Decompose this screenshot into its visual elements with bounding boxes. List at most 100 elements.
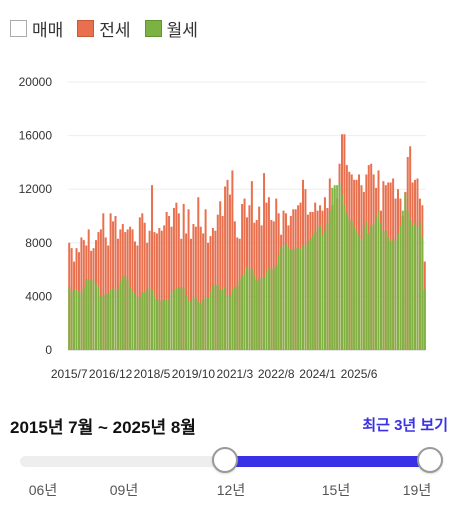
bar-jeonse <box>131 229 134 350</box>
bar-monthly-rent <box>401 210 404 350</box>
legend-swatch-monthly-rent <box>144 20 162 37</box>
bar-monthly-rent <box>355 230 358 350</box>
x-tick-label: 2015/7 <box>51 367 88 381</box>
legend-swatch-sale <box>10 20 27 37</box>
bar-monthly-rent <box>97 287 100 350</box>
bar-monthly-rent <box>311 236 314 350</box>
bar-monthly-rent <box>336 185 339 350</box>
bar-jeonse <box>250 181 253 350</box>
bar-monthly-rent <box>231 289 234 350</box>
bar-jeonse <box>263 173 266 350</box>
bar-monthly-rent <box>323 230 326 350</box>
bar-monthly-rent <box>396 233 399 350</box>
bar-monthly-rent <box>372 224 375 350</box>
bar-monthly-rent <box>207 297 210 350</box>
bar-monthly-rent <box>314 232 317 350</box>
bar-monthly-rent <box>416 226 419 350</box>
bar-monthly-rent <box>168 299 171 350</box>
bar-monthly-rent <box>375 217 378 350</box>
bar-monthly-rent <box>304 245 307 350</box>
slider-selected-range <box>225 456 430 467</box>
bar-monthly-rent <box>95 284 98 350</box>
bar-monthly-rent <box>148 288 151 350</box>
legend-item-monthly-rent[interactable]: 월세 <box>144 16 198 41</box>
y-axis-labels: 0 4000 8000 12000 16000 20000 <box>19 75 53 357</box>
x-tick-label: 2022/8 <box>258 367 295 381</box>
bar-monthly-rent <box>185 295 188 350</box>
bar-monthly-rent <box>114 289 117 350</box>
slider-handle-start[interactable] <box>212 447 238 473</box>
bar-monthly-rent <box>265 272 268 350</box>
bar-jeonse <box>141 213 144 350</box>
bar-monthly-rent <box>340 194 343 350</box>
bar-monthly-rent <box>214 285 217 350</box>
bar-jeonse <box>99 229 102 350</box>
bar-monthly-rent <box>287 246 290 350</box>
bar-monthly-rent <box>345 213 348 350</box>
legend-swatch-jeonse <box>77 20 95 37</box>
legend-label-sale: 매매 <box>32 21 64 40</box>
bar-jeonse <box>155 233 158 350</box>
legend-label-monthly-rent: 월세 <box>166 21 198 40</box>
bar-monthly-rent <box>302 245 305 350</box>
y-tick-label: 16000 <box>19 129 53 143</box>
slider-handle-end[interactable] <box>417 447 443 473</box>
date-range-slider[interactable] <box>20 447 443 473</box>
bar-monthly-rent <box>121 276 124 350</box>
bar-jeonse <box>143 222 146 350</box>
bar-jeonse <box>258 206 261 350</box>
bar-monthly-rent <box>136 296 139 350</box>
bar-jeonse <box>221 216 224 350</box>
bar-monthly-rent <box>158 300 161 350</box>
bar-jeonse <box>151 185 154 350</box>
bar-monthly-rent <box>238 278 241 350</box>
legend-item-sale[interactable]: 매매 <box>10 16 63 41</box>
series-monthly-rent <box>68 183 426 350</box>
bar-monthly-rent <box>277 254 280 350</box>
bar-monthly-rent <box>199 303 202 350</box>
bar-jeonse <box>202 233 205 350</box>
date-range-title: 2015년 7월 ~ 2025년 8월 <box>10 418 196 437</box>
bar-monthly-rent <box>131 291 134 350</box>
bar-monthly-rent <box>267 268 270 350</box>
bar-jeonse <box>194 226 197 350</box>
bar-monthly-rent <box>243 273 246 350</box>
bar-monthly-rent <box>306 241 309 350</box>
y-tick-label: 20000 <box>19 75 53 89</box>
bar-monthly-rent <box>180 287 183 350</box>
bar-monthly-rent <box>133 293 136 350</box>
slider-tick-label: 12년 <box>216 482 246 498</box>
bar-jeonse <box>160 230 163 350</box>
bar-monthly-rent <box>387 237 390 350</box>
bar-jeonse <box>219 201 222 350</box>
bar-jeonse <box>114 216 117 350</box>
bar-monthly-rent <box>394 240 397 350</box>
bar-monthly-rent <box>263 277 266 350</box>
bar-monthly-rent <box>272 268 275 350</box>
bar-monthly-rent <box>316 226 319 350</box>
bar-monthly-rent <box>129 287 132 350</box>
bar-monthly-rent <box>365 221 368 350</box>
bar-jeonse <box>187 209 190 350</box>
bar-monthly-rent <box>241 274 244 350</box>
legend-item-jeonse[interactable]: 전세 <box>77 16 131 41</box>
bar-monthly-rent <box>219 289 222 350</box>
bar-monthly-rent <box>226 295 229 350</box>
bar-jeonse <box>170 226 173 350</box>
bar-monthly-rent <box>160 300 163 350</box>
bar-monthly-rent <box>102 295 105 350</box>
x-tick-label: 2019/10 <box>172 367 216 381</box>
bar-jeonse <box>177 213 180 350</box>
bar-jeonse <box>199 226 202 350</box>
bar-jeonse <box>109 213 112 350</box>
bar-jeonse <box>172 207 175 350</box>
bar-monthly-rent <box>116 289 119 350</box>
bar-monthly-rent <box>246 266 248 350</box>
bar-jeonse <box>138 217 141 350</box>
recent-3-years-button[interactable]: 최근 3년 보기 <box>362 417 448 434</box>
bar-monthly-rent <box>321 234 324 350</box>
slider-tick-label: 06년 <box>28 482 58 498</box>
bar-monthly-rent <box>362 226 365 350</box>
bar-monthly-rent <box>82 287 85 350</box>
